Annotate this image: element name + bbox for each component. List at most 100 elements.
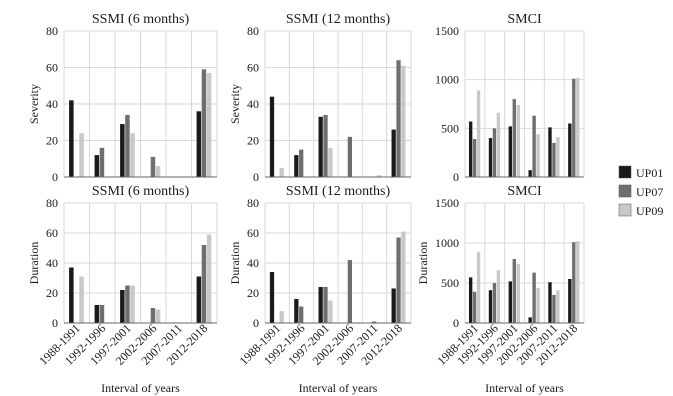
bar-up01-1988-1991 (269, 272, 275, 323)
bar-up09-1992-1996 (496, 270, 501, 323)
bar-up01-1988-1991 (69, 100, 74, 177)
chart-panel-6: 050010001500SMCIDuration1988-19911992-19… (416, 184, 585, 395)
chart-panel-1: 0 20 40 60 80 SSMI (6 months) Severity (27, 12, 218, 184)
bar-up07-2002-2006 (532, 272, 536, 323)
bar-up09-2012-2018 (401, 65, 406, 177)
bar-up09-1992-1996 (496, 112, 501, 177)
legend-swatch-up01 (618, 165, 632, 179)
y-tick-label: 60 (247, 61, 259, 75)
bar-up09-2002-2006 (155, 166, 161, 177)
bar-up07-2012-2018 (572, 78, 576, 177)
y-tick-label: 40 (247, 256, 259, 270)
legend: UP01 UP07 UP09 (618, 165, 663, 218)
legend-swatch-up09 (618, 203, 632, 217)
bar-up09-1988-1991 (476, 90, 481, 177)
bar-up07-1992-1996 (492, 283, 497, 323)
bar-up01-1992-1996 (294, 155, 299, 177)
y-tick-label: 40 (247, 97, 259, 111)
bar-up01-2002-2006 (528, 317, 532, 323)
bar-up07-1997-2001 (125, 114, 130, 177)
y-tick-label: 1000 (435, 73, 459, 87)
bar-up07-2007-2011 (552, 142, 556, 177)
y-tick-label: 0 (453, 170, 459, 184)
y-tick-label: 80 (46, 196, 58, 210)
y-tick-label: 0 (52, 316, 58, 330)
bar-up07-1997-2001 (323, 114, 328, 177)
panel-title: SSMI (6 months) (92, 12, 190, 27)
bar-up09-1988-1991 (79, 133, 84, 177)
y-tick-label: 1500 (435, 196, 459, 210)
bar-up07-1997-2001 (323, 287, 328, 323)
bar-up07-1988-1991 (472, 291, 477, 323)
bar-up01-1992-1996 (294, 299, 299, 323)
y-tick-label: 40 (46, 97, 58, 111)
bar-up09-1988-1991 (279, 167, 284, 178)
chart-panel-2: 0 20 40 60 80 SSMI (12 months) Severity (228, 12, 412, 184)
bar-up01-1992-1996 (94, 155, 100, 177)
bar-up01-2012-2018 (391, 129, 396, 177)
y-axis-label: Duration (228, 242, 242, 285)
bar-up09-1997-2001 (516, 104, 520, 177)
x-axis-label: Interval of years (101, 381, 180, 395)
y-tick-label: 20 (46, 286, 58, 300)
y-tick-label: 60 (46, 61, 58, 75)
y-tick-label: 0 (253, 170, 259, 184)
y-axis-label: Duration (27, 242, 41, 285)
bar-up01-2012-2018 (391, 288, 396, 323)
bar-up01-2002-2006 (528, 170, 532, 177)
bar-up01-1992-1996 (488, 138, 493, 177)
bar-up01-2007-2011 (548, 282, 552, 323)
panel-title: SSMI (12 months) (286, 184, 391, 199)
bar-up07-2002-2006 (150, 308, 156, 323)
y-tick-label: 40 (46, 256, 58, 270)
x-axis-label: Interval of years (485, 381, 564, 395)
bar-up01-1997-2001 (318, 287, 323, 323)
y-tick-label: 60 (247, 226, 259, 240)
bar-up07-2002-2006 (347, 260, 352, 323)
bar-up09-2002-2006 (536, 287, 540, 323)
y-tick-label: 20 (247, 286, 259, 300)
bar-up09-1997-2001 (130, 133, 135, 177)
y-tick-label: 20 (247, 134, 259, 148)
panel-title: SMCI (507, 184, 542, 199)
bar-up01-2012-2018 (196, 111, 202, 177)
bar-up09-2002-2006 (155, 309, 161, 323)
y-tick-label: 500 (441, 276, 459, 290)
bar-up01-1997-2001 (120, 124, 125, 177)
bar-up09-2012-2018 (206, 72, 212, 177)
bar-up01-1997-2001 (508, 281, 512, 323)
bar-up01-1988-1991 (468, 277, 473, 323)
bar-up01-2007-2011 (548, 127, 552, 177)
bar-up07-2012-2018 (572, 242, 576, 323)
y-tick-label: 20 (46, 134, 58, 148)
bar-up01-1988-1991 (269, 96, 275, 177)
bar-up01-1997-2001 (120, 290, 125, 323)
bar-up09-1997-2001 (516, 263, 520, 323)
x-axis-label: Interval of years (299, 381, 378, 395)
bar-up07-1992-1996 (299, 306, 304, 323)
bar-up01-1992-1996 (488, 290, 493, 323)
bar-up01-2012-2018 (568, 279, 572, 323)
panel-title: SSMI (6 months) (92, 184, 190, 199)
legend-label-up07: UP07 (636, 185, 663, 199)
y-tick-label: 500 (441, 121, 459, 135)
y-tick-label: 1500 (435, 24, 459, 38)
bar-up07-2012-2018 (396, 60, 401, 178)
bar-up09-1997-2001 (130, 285, 135, 323)
bar-up07-2002-2006 (532, 115, 536, 177)
bar-up01-1997-2001 (508, 126, 512, 177)
bar-up07-1992-1996 (492, 128, 497, 177)
y-tick-label: 0 (52, 170, 58, 184)
bar-up09-1988-1991 (476, 251, 481, 323)
bar-up07-1992-1996 (99, 147, 105, 177)
bar-up09-2012-2018 (576, 241, 580, 323)
y-tick-label: 0 (453, 316, 459, 330)
y-axis-label: Severity (27, 84, 41, 124)
bar-up09-2007-2011 (556, 137, 560, 177)
bar-up07-1988-1991 (472, 139, 477, 177)
panel-title: SSMI (12 months) (286, 12, 391, 27)
bar-up09-2007-2011 (376, 175, 382, 177)
legend-swatch-up07 (618, 184, 632, 198)
